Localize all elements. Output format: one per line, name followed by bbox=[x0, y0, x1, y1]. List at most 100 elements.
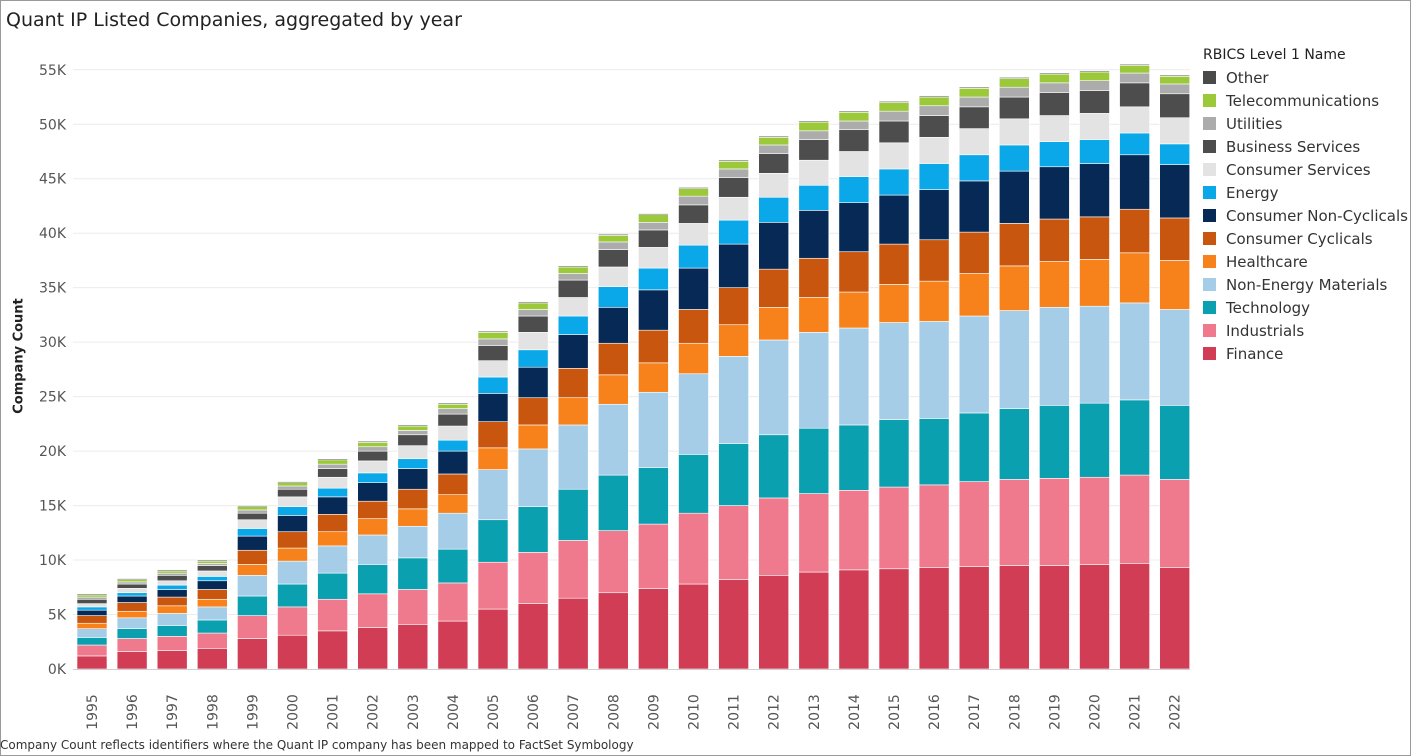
legend-label: Industrials bbox=[1226, 321, 1305, 340]
bar-segment bbox=[237, 535, 268, 551]
legend-swatch bbox=[1203, 278, 1216, 291]
bar-segment bbox=[838, 327, 870, 426]
legend-item[interactable]: Technology bbox=[1203, 296, 1408, 319]
bar-segment bbox=[838, 176, 870, 204]
bar-segment bbox=[718, 168, 749, 178]
legend-label: Utilities bbox=[1226, 114, 1283, 133]
bar-segment bbox=[1159, 83, 1190, 95]
bar-segment bbox=[1079, 476, 1110, 565]
bar-segment bbox=[998, 223, 1030, 267]
bar-segment bbox=[1079, 216, 1110, 260]
bar-segment bbox=[798, 121, 830, 132]
legend-item[interactable]: Finance bbox=[1203, 342, 1408, 365]
bar-segment bbox=[878, 243, 910, 285]
bar-segment bbox=[237, 528, 268, 537]
bar-segment bbox=[678, 583, 709, 670]
bar-segment bbox=[1119, 302, 1150, 401]
bar-segment bbox=[477, 330, 509, 333]
bar-segment bbox=[437, 473, 469, 495]
bar-stack bbox=[156, 569, 188, 670]
legend-swatch bbox=[1203, 232, 1216, 245]
legend-item[interactable]: Consumer Non-Cyclicals bbox=[1203, 204, 1408, 227]
bar-segment bbox=[76, 598, 108, 604]
legend-item[interactable]: Other bbox=[1203, 66, 1408, 89]
bar-stack bbox=[998, 77, 1030, 670]
bar-segment bbox=[237, 615, 268, 639]
bar-segment bbox=[477, 447, 509, 470]
bar-segment bbox=[277, 482, 308, 487]
x-tick-label: 2006 bbox=[526, 694, 542, 730]
bar-segment bbox=[1079, 305, 1110, 404]
bar-segment bbox=[678, 309, 709, 344]
bar-segment bbox=[277, 531, 308, 549]
legend-item[interactable]: Non-Energy Materials bbox=[1203, 273, 1408, 296]
bar-segment bbox=[1039, 73, 1070, 84]
legend-item[interactable]: Industrials bbox=[1203, 319, 1408, 342]
bar-segment bbox=[156, 605, 188, 614]
legend-label: Other bbox=[1226, 68, 1269, 87]
bar-segment bbox=[437, 494, 469, 514]
legend-item[interactable]: Telecommunications bbox=[1203, 89, 1408, 112]
bar-segment bbox=[517, 424, 549, 450]
bar-segment bbox=[638, 588, 669, 670]
y-tick-label: 10K bbox=[39, 553, 67, 569]
bar-segment bbox=[277, 515, 308, 533]
bar-segment bbox=[798, 332, 830, 429]
bar-segment bbox=[1119, 132, 1150, 156]
bar-segment bbox=[718, 177, 749, 198]
bar-segment bbox=[798, 184, 830, 211]
bar-segment bbox=[76, 606, 108, 611]
bar-segment bbox=[357, 564, 389, 595]
x-tick-label: 2013 bbox=[807, 694, 823, 730]
bar-segment bbox=[838, 120, 870, 131]
legend-item[interactable]: Utilities bbox=[1203, 112, 1408, 135]
x-tick-label: 2003 bbox=[406, 694, 422, 730]
legend-item[interactable]: Healthcare bbox=[1203, 250, 1408, 273]
bar-segment bbox=[758, 222, 790, 270]
legend-item[interactable]: Consumer Cyclicals bbox=[1203, 227, 1408, 250]
legend-item[interactable]: Business Services bbox=[1203, 135, 1408, 158]
bar-segment bbox=[317, 463, 348, 469]
bar-segment bbox=[357, 534, 389, 565]
bar-stack bbox=[1039, 72, 1070, 670]
chart-title: Quant IP Listed Companies, aggregated by… bbox=[6, 9, 462, 31]
bar-segment bbox=[317, 598, 348, 632]
bar-segment bbox=[1039, 166, 1070, 220]
bar-segment bbox=[477, 421, 509, 449]
bar-segment bbox=[878, 568, 910, 670]
bar-stack bbox=[597, 234, 629, 670]
bar-segment bbox=[397, 458, 429, 469]
bar-segment bbox=[758, 135, 790, 138]
bar-segment bbox=[838, 202, 870, 253]
bar-segment bbox=[237, 505, 268, 507]
bar-segment bbox=[838, 251, 870, 293]
legend-swatch bbox=[1203, 186, 1216, 199]
bar-segment bbox=[998, 408, 1030, 480]
bar-segment bbox=[918, 96, 950, 107]
bar-segment bbox=[1159, 164, 1190, 219]
bar-segment bbox=[998, 144, 1030, 172]
bar-stack bbox=[517, 301, 549, 670]
legend-items: Other Telecommunications Utilities Business… bbox=[1203, 66, 1408, 365]
bar-segment bbox=[437, 582, 469, 622]
bar-segment bbox=[357, 518, 389, 536]
bar-segment bbox=[116, 610, 148, 619]
legend: RBICS Level 1 Name Other Telecommunicatio… bbox=[1203, 47, 1408, 365]
bar-segment bbox=[437, 403, 469, 409]
bar-stack bbox=[197, 559, 228, 670]
legend-item[interactable]: Consumer Services bbox=[1203, 158, 1408, 181]
bar-segment bbox=[237, 512, 268, 521]
bar-segment bbox=[557, 540, 589, 599]
bar-segment bbox=[116, 581, 148, 585]
bar-segment bbox=[798, 210, 830, 259]
legend-item[interactable]: Energy bbox=[1203, 181, 1408, 204]
bar-segment bbox=[437, 402, 469, 405]
bar-segment bbox=[156, 589, 188, 598]
bar-segment bbox=[958, 106, 990, 129]
bar-segment bbox=[1039, 82, 1070, 93]
x-tick-label: 2008 bbox=[606, 694, 622, 730]
x-tick-label: 2012 bbox=[767, 694, 783, 730]
y-tick-label: 35K bbox=[39, 281, 67, 297]
x-tick-label: 2007 bbox=[566, 694, 582, 730]
bar-segment bbox=[678, 244, 709, 269]
